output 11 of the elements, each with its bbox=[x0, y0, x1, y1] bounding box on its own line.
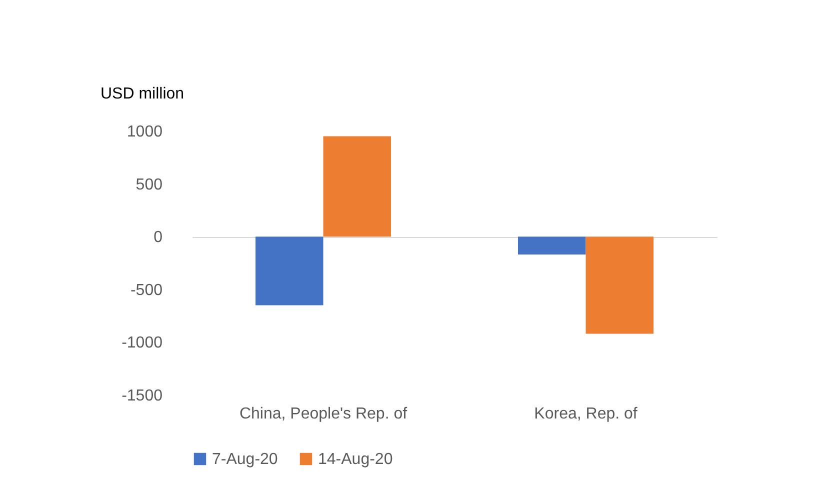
y-tick-label: -500 bbox=[130, 282, 163, 299]
legend-label: 14-Aug-20 bbox=[318, 451, 393, 468]
x-tick-label: China, People's Rep. of bbox=[239, 406, 408, 422]
x-tick-label: Korea, Rep. of bbox=[534, 406, 638, 422]
y-tick-label: -1500 bbox=[122, 388, 163, 404]
y-axis-title: USD million bbox=[100, 86, 184, 102]
y-tick-label: 0 bbox=[154, 229, 163, 246]
y-tick-label: -1000 bbox=[122, 334, 163, 352]
legend-label: 7-Aug-20 bbox=[212, 451, 278, 468]
y-tick-label: 500 bbox=[136, 176, 163, 194]
y-tick-label: 1000 bbox=[126, 124, 163, 140]
